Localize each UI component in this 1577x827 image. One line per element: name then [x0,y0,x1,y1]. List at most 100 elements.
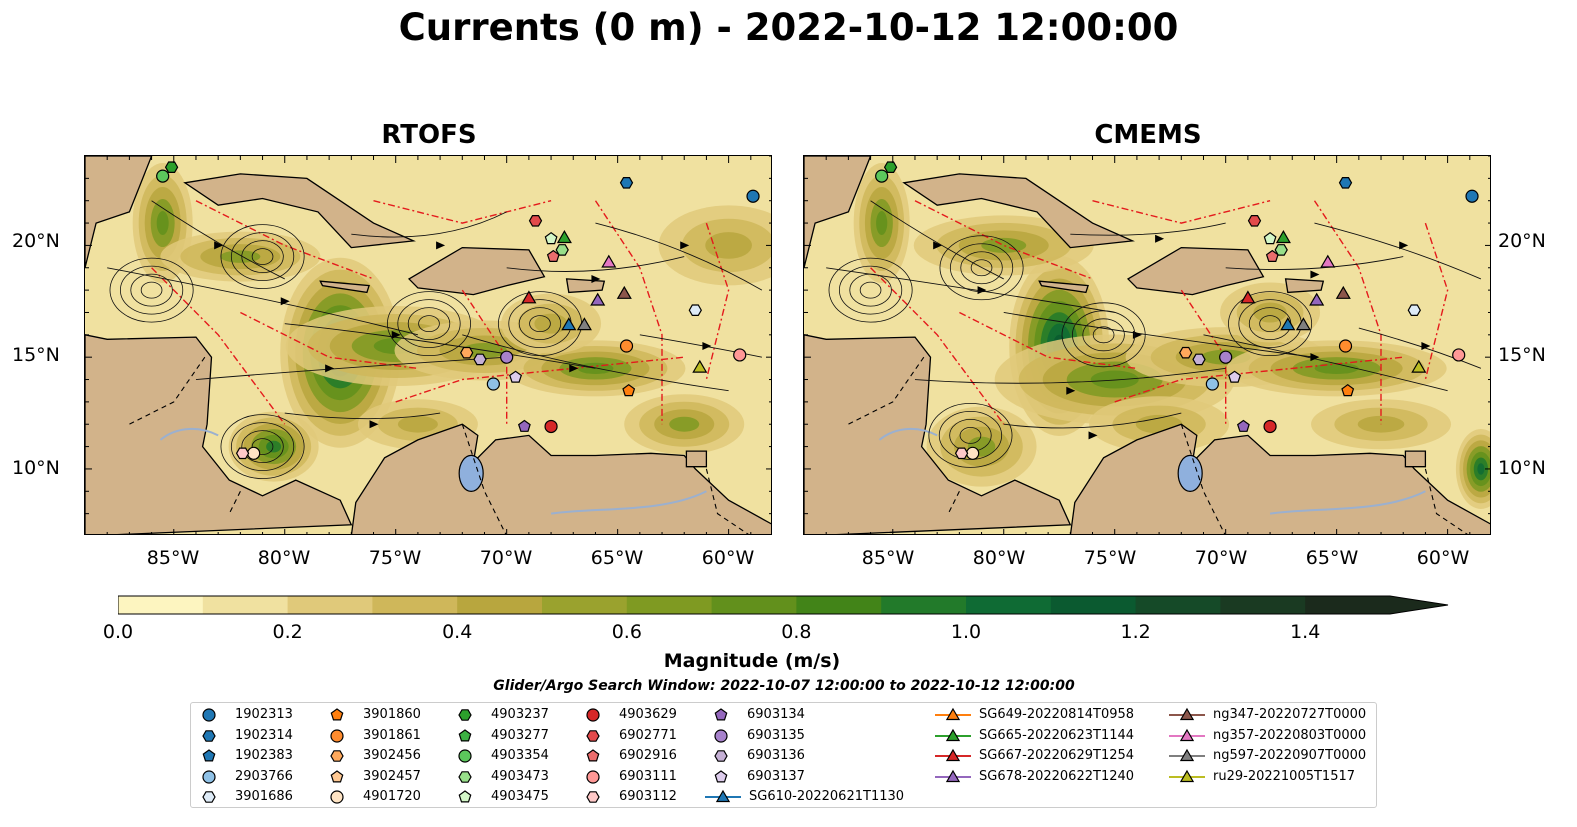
legend-marker-icon[interactable] [586,708,600,722]
map-panel-rtofs[interactable] [84,155,772,535]
legend-marker-icon[interactable] [202,729,216,742]
glider-ng347-20220727T0000[interactable] [1335,285,1351,299]
legend-marker-icon[interactable] [330,750,344,762]
argo-float-4903475[interactable] [544,231,558,245]
argo-float-6903112[interactable] [235,447,250,460]
legend-marker-icon[interactable] [1179,728,1195,741]
glider-ng347-20220727T0000[interactable] [616,285,632,299]
legend-marker-icon[interactable] [1179,707,1195,721]
legend-marker-icon[interactable] [202,769,216,784]
legend-marker-icon[interactable] [330,728,344,743]
legend-marker-icon[interactable] [945,748,961,762]
argo-float-4903237[interactable] [164,161,179,173]
glider-SG610-20220621T1130[interactable] [561,317,577,331]
argo-float-6903135[interactable] [500,350,514,364]
argo-float-3901686[interactable] [1407,304,1421,316]
glider-ng357-20220803T0000[interactable] [1320,254,1336,268]
argo-float-3901860[interactable] [1341,383,1355,397]
legend-marker-icon[interactable] [1179,769,1195,782]
argo-float-6903136[interactable] [473,353,487,366]
legend-marker-icon[interactable] [586,749,600,762]
argo-float-6903137[interactable] [1228,370,1242,383]
map-panel-cmems[interactable] [803,155,1491,535]
argo-float-1902314[interactable] [619,177,634,189]
legend-marker-icon[interactable] [715,789,731,803]
glider-SG667-20220629T1254[interactable] [1240,290,1256,304]
argo-float-2903766[interactable] [486,377,500,391]
glider-ng597-20220907T0000[interactable] [1295,317,1311,331]
argo-float-3901861[interactable] [619,339,634,353]
legend-marker-icon[interactable] [202,791,216,803]
argo-float-6903111[interactable] [1452,348,1466,362]
legend-marker-icon[interactable] [586,791,600,803]
legend-marker-icon[interactable] [714,728,728,743]
legend-marker-icon[interactable] [586,769,600,784]
colorbar-segment [626,596,713,614]
legend-marker-icon[interactable] [945,728,961,741]
argo-float-3901860[interactable] [622,383,636,397]
lon-label-75w-right: 75°W [1083,547,1137,569]
legend-marker-icon[interactable] [945,769,961,782]
legend-marker-icon[interactable] [458,790,472,803]
argo-float-6903136[interactable] [1192,353,1206,366]
legend-marker-icon[interactable] [458,709,472,721]
colorbar-segment [881,596,967,614]
legend-marker-icon[interactable] [458,770,472,783]
argo-float-6903134[interactable] [1236,419,1250,432]
glider-ng357-20220803T0000[interactable] [601,254,617,268]
argo-float-6903112[interactable] [954,447,969,460]
legend-marker-icon[interactable] [714,769,728,782]
argo-float-1902313[interactable] [746,189,760,203]
legend-marker-icon[interactable] [714,750,728,762]
argo-float-6902771[interactable] [1247,214,1262,227]
legend-marker-icon[interactable] [202,708,216,722]
argo-float-4903237[interactable] [883,161,898,173]
glider-ng597-20220907T0000[interactable] [576,317,592,331]
argo-float-6902771[interactable] [528,214,543,227]
argo-float-4903475[interactable] [1263,231,1277,245]
glider-SG665-20220623T1144[interactable] [1275,229,1291,244]
argo-float-3902456[interactable] [1179,346,1193,359]
glider-SG667-20220629T1254[interactable] [521,290,537,304]
colorbar-segment [711,596,797,614]
legend-marker-icon[interactable] [945,707,961,721]
argo-float-4901720[interactable] [966,446,980,460]
legend-marker-icon[interactable] [202,749,216,762]
argo-float-6903134[interactable] [517,419,531,432]
glider-SG610-20220621T1130[interactable] [1280,317,1296,331]
argo-float-4903354[interactable] [875,169,889,183]
legend-marker-icon[interactable] [330,769,344,782]
legend-marker-icon[interactable] [458,749,472,763]
glider-SG665-20220623T1144[interactable] [556,229,572,244]
argo-float-6903135[interactable] [1219,350,1233,364]
glider-SG678-20220622T1240[interactable] [590,292,606,306]
glider-SG678-20220622T1240[interactable] [1309,292,1325,306]
legend-marker-icon[interactable] [330,790,344,804]
argo-float-3901861[interactable] [1338,339,1353,353]
argo-float-4903629[interactable] [544,419,558,434]
lon-label-70w-left: 70°W [479,547,533,569]
argo-float-2903766[interactable] [1205,377,1219,391]
legend-marker-icon[interactable] [330,708,344,721]
legend-marker-icon[interactable] [586,729,600,742]
argo-float-4901720[interactable] [247,446,261,460]
argo-float-3902456[interactable] [460,346,474,359]
argo-float-1902313[interactable] [1465,189,1479,203]
legend-marker-icon[interactable] [1179,748,1195,762]
argo-float-6902916[interactable] [546,249,560,263]
colorbar-label: Magnitude (m/s) [663,650,841,672]
legend-marker-icon[interactable] [458,728,472,741]
legend-marker-icon[interactable] [714,708,728,721]
argo-float-6903137[interactable] [509,370,523,383]
argo-float-6903111[interactable] [733,348,747,362]
argo-float-4903629[interactable] [1263,419,1277,434]
glider-ru29-20221005T1517[interactable] [1411,359,1427,373]
argo-float-4903354[interactable] [156,169,170,183]
colorbar-tick-label: 0.8 [781,621,812,643]
argo-float-1902314[interactable] [1338,177,1353,189]
colorbar-tick-label: 0.6 [611,621,642,643]
glider-ru29-20221005T1517[interactable] [692,359,708,373]
argo-float-6902916[interactable] [1265,249,1279,263]
colorbar-tick-label: 1.4 [1290,621,1321,643]
argo-float-3901686[interactable] [688,304,702,316]
